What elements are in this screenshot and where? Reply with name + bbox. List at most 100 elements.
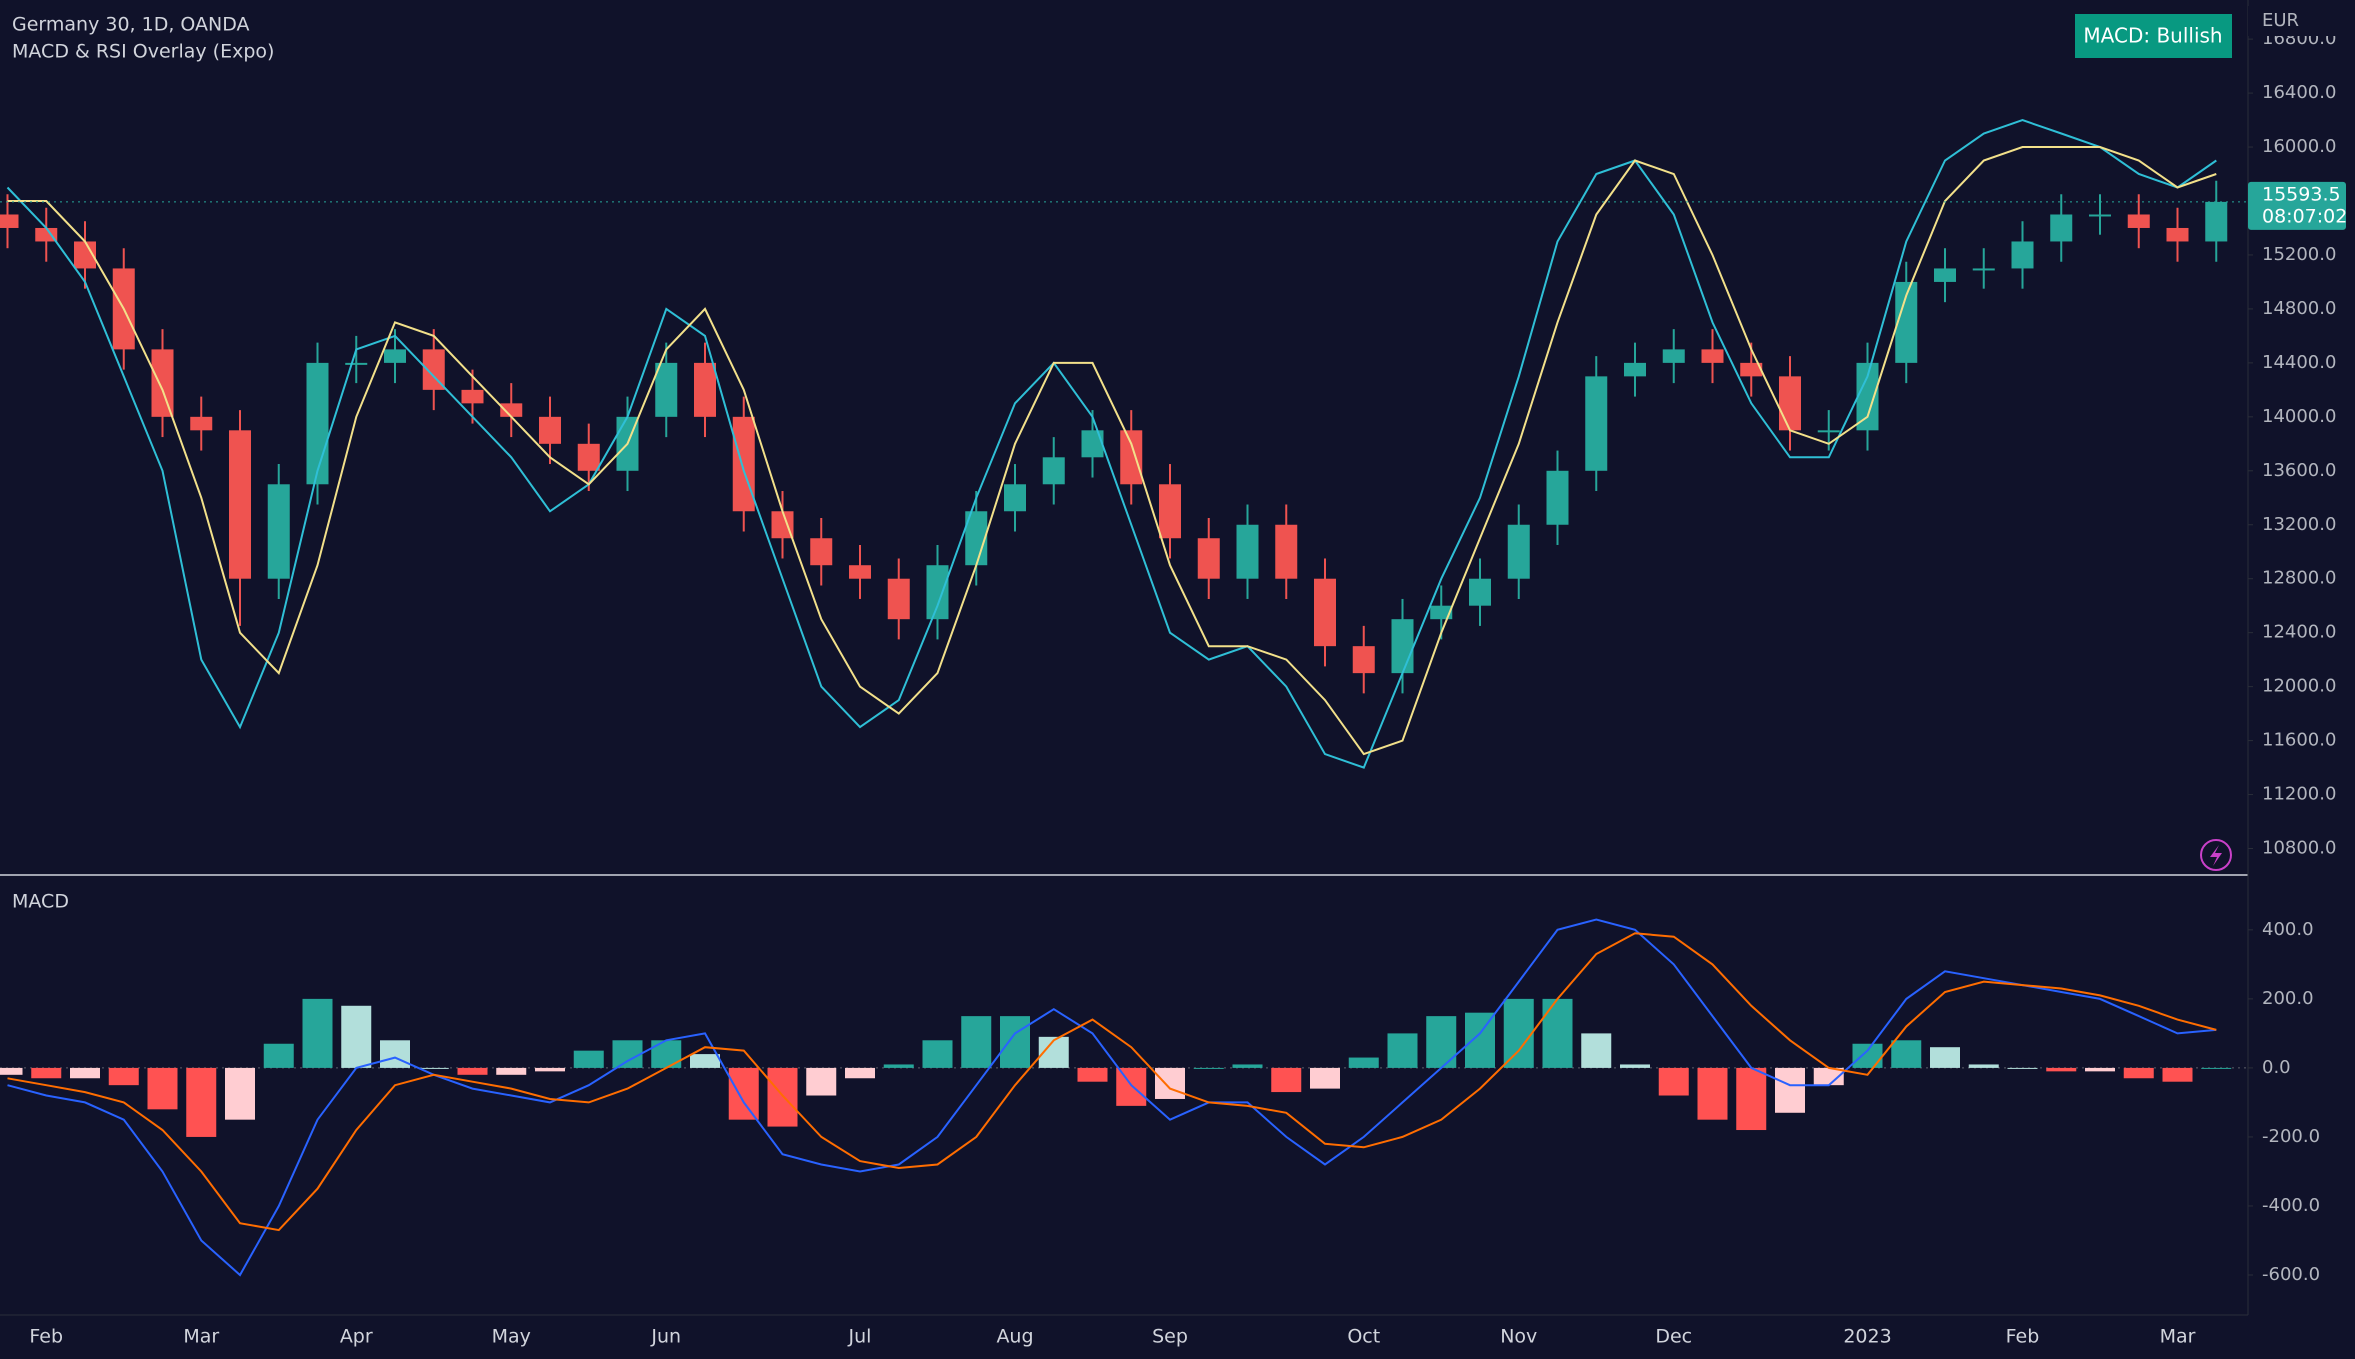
candle-body [229,430,251,579]
histogram-bar [883,1064,914,1068]
histogram-bar [1620,1064,1650,1068]
y-tick-label: 10800.0 [2262,838,2336,859]
candle-body [1352,646,1375,674]
candle-body [1817,430,1840,433]
histogram-bar [728,1067,759,1120]
macd-title: MACD [12,891,69,913]
x-tick-label: Mar [183,1326,219,1348]
candle-body [35,227,58,242]
overlay-line [6,119,2217,769]
candle-body [577,443,600,471]
plot: 10800.0 11200.0 11600.0 12000.0 12400.0 12800… [0,28,2347,1348]
candle-body [1624,362,1646,377]
candle-body [1740,362,1763,377]
candle-body [2089,214,2111,217]
candle-body [1042,457,1065,485]
histogram-bar [535,1067,565,1072]
x-tick-label: Sep [1152,1326,1188,1348]
price-label-bg [2248,181,2346,230]
price-label: 15593.5 [2262,183,2341,205]
x-tick-label: Dec [1655,1326,1692,1348]
candle-body [74,241,96,269]
candle-body [345,362,368,365]
y-tick-label: 15200.0 [2262,244,2336,265]
y-tick-label: 11200.0 [2262,784,2336,805]
candle-body [1972,268,1995,271]
y-tick-label: 0.0 [2262,1057,2291,1078]
histogram-bar [612,1040,643,1068]
y-tick-label: 16000.0 [2262,136,2336,157]
countdown: 08:07:02 [2262,205,2347,227]
candle-body [1469,578,1491,606]
histogram-bar [1155,1067,1185,1099]
candle-body [1159,484,1181,539]
candle-body [1546,470,1569,525]
candle-body [0,214,19,228]
histogram-bar [1271,1067,1302,1093]
candle-body [500,403,523,417]
candle-body [1779,376,1801,431]
candle-body [1701,349,1724,363]
histogram-bar [922,1040,953,1068]
candle-body [1004,484,1026,512]
histogram-bar [1581,1033,1612,1068]
histogram-bar [1232,1064,1263,1068]
candle-body [1856,362,1879,431]
candle-body [2205,201,2228,242]
histogram-bar [573,1050,604,1068]
candle-body [732,416,755,512]
y-tick-label: 13200.0 [2262,514,2336,535]
histogram-bar [1465,1012,1495,1068]
status-badge [2075,14,2232,58]
y-tick-label: 13600.0 [2262,460,2336,481]
histogram-bar [1542,998,1573,1068]
candle-body [655,362,678,417]
y-tick-label: 12400.0 [2262,622,2336,643]
candle-body [2011,241,2034,269]
candle-body [1391,619,1414,674]
candle-body [810,538,833,566]
candle-body [2050,214,2073,242]
histogram-bar [1658,1067,1689,1096]
histogram-bar [651,1040,682,1068]
x-tick-label: 2023 [1843,1326,1891,1348]
candle-body [2127,214,2150,228]
histogram-bar [767,1067,798,1127]
x-tick-label: Mar [2160,1326,2196,1348]
histogram-bar [1426,1016,1457,1068]
indicator-title: MACD & RSI Overlay (Expo) [12,41,274,63]
alert-icon[interactable] [2200,839,2232,871]
candle-body [539,416,561,444]
x-tick-label: Feb [29,1326,63,1348]
histogram-bar [1503,998,1534,1068]
y-tick-label: 12800.0 [2262,568,2336,589]
histogram-bar [1000,1016,1030,1068]
currency-bg [2248,6,2355,36]
histogram-bar [186,1067,217,1137]
candle-body [694,362,716,417]
currency: EUR [2262,10,2299,31]
histogram-bar [2085,1067,2115,1072]
histogram-bar [2007,1067,2038,1069]
candle-body [965,511,988,566]
overlay-line [7,146,2217,756]
histogram-bar [1387,1033,1418,1068]
histogram-bar [0,1067,23,1075]
histogram-bar [845,1067,875,1079]
histogram-bar [1193,1067,1224,1069]
candle-body [1275,524,1298,579]
x-tick-label: Apr [340,1326,373,1348]
y-tick-label: 14000.0 [2262,406,2336,427]
histogram-bar [961,1016,992,1068]
candle-body [1236,524,1259,579]
candle-body [771,511,794,539]
candle-body [306,362,329,485]
candle-body [1120,430,1143,485]
candle-body [461,389,484,404]
candle-body [267,484,290,579]
histogram-bar [1930,1047,1960,1068]
y-tick-label: 12000.0 [2262,676,2336,697]
candle-body [926,565,949,620]
